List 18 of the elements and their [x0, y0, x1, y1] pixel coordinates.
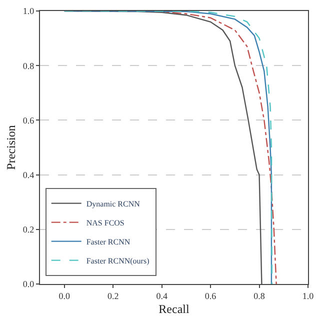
legend-label: Faster RCNN — [86, 237, 130, 246]
y-tick-label: 0.2 — [22, 224, 34, 235]
x-tick-label: 0.0 — [58, 290, 70, 301]
x-tick-label: 1.0 — [302, 290, 314, 301]
x-tick-label: 0.8 — [254, 290, 266, 301]
legend-label: Dynamic RCNN — [86, 199, 140, 208]
legend-label: NAS FCOS — [86, 218, 124, 228]
y-tick-label: 0.0 — [22, 279, 35, 290]
x-tick-label: 0.4 — [156, 290, 168, 301]
y-axis-title: Precision — [4, 125, 18, 170]
legend-label: Faster RCNN(ours) — [86, 256, 150, 266]
x-axis-title: Recall — [158, 302, 190, 316]
x-tick-label: 0.2 — [107, 290, 119, 301]
x-tick-label: 0.6 — [204, 290, 217, 301]
y-tick-label: 1.0 — [22, 6, 35, 16]
y-tick-label: 0.6 — [22, 115, 35, 126]
y-tick-label: 0.4 — [22, 170, 35, 180]
y-tick-label: 0.8 — [22, 60, 35, 71]
